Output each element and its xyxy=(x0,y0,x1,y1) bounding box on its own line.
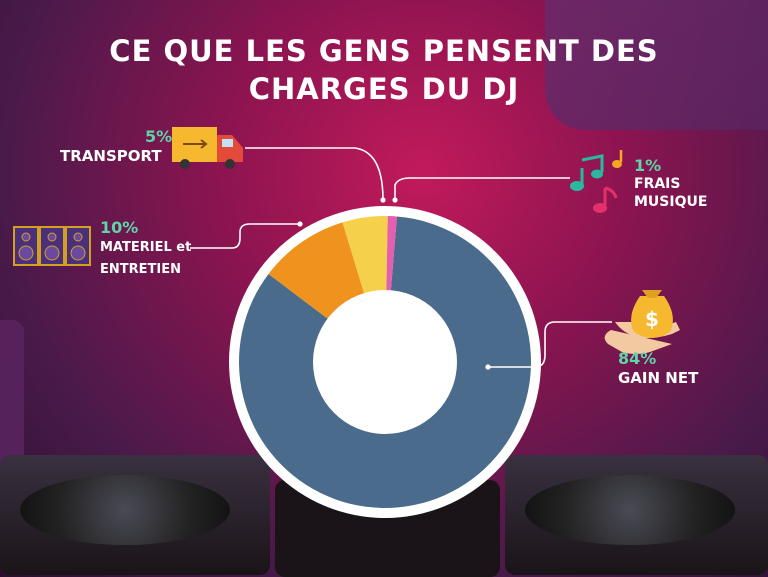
gain-label: GAIN NET xyxy=(618,369,699,387)
money-bag-icon: $ xyxy=(604,290,680,354)
title-line-2: CHARGES DU DJ xyxy=(248,72,520,106)
musique-label-line-2: MUSIQUE xyxy=(634,194,708,210)
speakers-icon xyxy=(13,226,91,266)
dot-transport xyxy=(380,197,386,203)
dot-materiel xyxy=(297,221,303,227)
svg-text:$: $ xyxy=(645,307,659,331)
donut-hole xyxy=(313,290,457,434)
leader-lines xyxy=(190,147,612,368)
corner-panel-top-right xyxy=(545,0,768,130)
corner-panel-left xyxy=(0,320,24,470)
music-notes-icon xyxy=(570,150,623,213)
dot-musique xyxy=(392,197,398,203)
musique-percent: 1% xyxy=(634,156,662,175)
transport-label: TRANSPORT xyxy=(60,147,162,165)
platter-left xyxy=(20,475,230,545)
gain-percent: 84% xyxy=(618,349,657,368)
materiel-percent: 10% xyxy=(100,218,139,237)
materiel-label-line-1: MATERIEL et xyxy=(100,240,192,255)
dot-gain xyxy=(485,364,491,370)
title-line-1: CE QUE LES GENS PENSENT DES xyxy=(109,34,659,68)
truck-icon xyxy=(172,127,243,169)
transport-percent: 5% xyxy=(145,127,173,146)
turntable-right xyxy=(505,455,768,575)
page-title: CE QUE LES GENS PENSENT DES CHARGES DU D… xyxy=(0,32,768,108)
leader-transport xyxy=(245,147,384,201)
platter-right xyxy=(525,475,735,545)
turntable-left xyxy=(0,455,270,575)
materiel-label-line-2: ENTRETIEN xyxy=(100,262,181,277)
leader-musique xyxy=(394,177,570,200)
musique-label-line-1: FRAIS xyxy=(634,176,681,192)
leader-materiel xyxy=(190,223,300,249)
leader-gain xyxy=(488,321,612,368)
